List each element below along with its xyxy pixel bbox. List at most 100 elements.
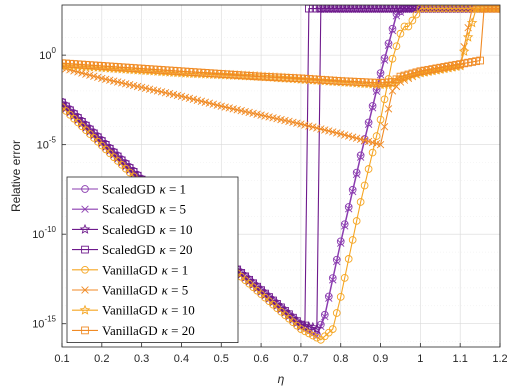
legend-kappa-value: 20 [180,242,193,257]
series-point [117,160,126,169]
series-point [320,76,329,84]
legend-entry: ScaledGD κ = 5 [72,202,186,217]
legend-marker [81,205,89,213]
legend-label: ScaledGD κ = 1 [102,182,186,197]
x-tick-label: 0.9 [373,353,388,365]
series-point [93,137,102,146]
legend-label-method: VanillaGD [102,283,158,298]
legend-equals: = [168,323,182,338]
series-point [372,78,381,87]
series-point [161,66,170,75]
legend-kappa-symbol: κ [162,303,169,318]
legend-kappa-symbol: κ [159,202,166,217]
series-point [305,75,313,83]
series-point [368,148,377,157]
series-point [78,122,86,131]
x-tick-label: 0.2 [94,353,109,365]
legend: ScaledGD κ = 1 ScaledGD κ = 5 ScaledGD κ = 10… [66,176,239,344]
series-point [328,325,337,333]
series-point [257,72,265,81]
series-point [348,236,357,244]
series-point [93,61,102,70]
series-point [70,114,78,123]
legend-equals: = [168,283,182,298]
series-point [436,63,445,72]
series-point [229,70,238,79]
series-point [121,164,130,173]
series-point [396,72,405,81]
legend-label-method: VanillaGD [102,262,158,277]
series-point [157,66,166,74]
series-point [101,145,110,154]
series-point [181,67,190,76]
legend-label: ScaledGD κ = 10 [102,222,193,237]
series-point [352,170,361,179]
series-point [404,22,413,31]
series-point [372,87,381,96]
series-point [456,60,465,68]
series-point [129,64,138,72]
series-point [412,10,421,19]
series-point [90,61,98,70]
series-point [261,72,269,81]
series-point [312,333,321,342]
series-point [305,329,313,338]
series-point [193,68,202,77]
axis-ticks: 0.1 0.2 0.3 0.4 0.5 0.6 0.7 0.8 0.9 1 1.1 1.210010-… [32,46,507,365]
series-point [476,56,484,65]
y-tick-label: 10-5 [37,136,57,152]
series-point [460,59,469,68]
legend-label: VanillaGD κ = 5 [102,283,188,298]
series-point [82,126,90,135]
legend-kappa-symbol: κ [159,222,166,237]
series-point [462,31,474,42]
legend-kappa-value: 1 [182,262,189,277]
x-tick-label: 0.5 [214,353,229,365]
series-point [109,62,118,71]
series-point [344,77,353,86]
legend-label-method: ScaledGD [102,242,155,257]
series-point [309,331,317,340]
legend-equals: = [166,182,180,197]
legend-equals: = [168,303,182,318]
legend-label-method: VanillaGD [102,303,158,318]
legend-equals: = [168,262,182,277]
series-point [344,205,353,213]
legend-kappa-symbol: κ [162,323,169,338]
series-point [297,325,305,333]
series-point [269,73,277,82]
legend-kappa-symbol: κ [162,283,169,298]
series-point [432,64,441,73]
series-point [333,257,341,266]
series-point [201,69,210,77]
series-point [133,64,142,73]
series-point [428,65,437,73]
series-point [109,153,118,161]
legend-label: ScaledGD κ = 20 [102,242,193,257]
x-tick-label: 1.2 [492,353,507,365]
series-point [412,68,421,77]
series-point [117,63,126,72]
series-point [440,63,449,71]
series-point [311,323,323,334]
legend-kappa-value: 5 [180,202,187,217]
series-point [312,75,321,84]
series-point [325,294,333,302]
legend-equals: = [166,202,180,217]
x-tick-label: 1.1 [453,353,468,365]
series-point [336,293,345,301]
legend-label-method: ScaledGD [102,182,155,197]
series-point [86,130,94,138]
legend-kappa-symbol: κ [159,182,166,197]
series-point [360,78,369,87]
series-point [356,198,365,206]
series-point [281,73,289,82]
series-point [332,76,341,85]
y-tick-exponent: -10 [44,225,56,234]
series-point [336,77,345,85]
series-point [340,274,349,282]
series-point [376,140,385,149]
series-point [205,69,214,77]
series-point [297,74,305,83]
